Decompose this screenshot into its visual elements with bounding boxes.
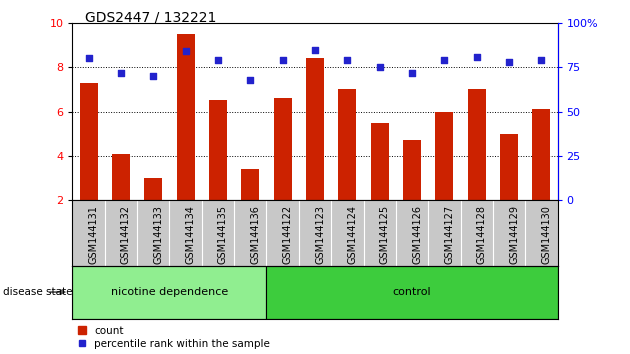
Point: [472, 54, 482, 59]
Bar: [266, 266, 558, 319]
Bar: [371, 122, 389, 200]
Bar: [500, 133, 518, 200]
Bar: [532, 109, 550, 200]
Bar: [274, 98, 292, 200]
Bar: [435, 112, 453, 200]
Point: [84, 56, 94, 61]
Legend: count, percentile rank within the sample: count, percentile rank within the sample: [77, 326, 270, 349]
Bar: [72, 266, 266, 319]
Point: [213, 57, 223, 63]
Text: GSM144129: GSM144129: [509, 205, 519, 264]
Point: [278, 57, 288, 63]
Point: [407, 70, 417, 75]
Bar: [241, 169, 259, 200]
Point: [536, 57, 546, 63]
Text: nicotine dependence: nicotine dependence: [111, 287, 228, 297]
Text: control: control: [392, 287, 432, 297]
Point: [245, 77, 255, 82]
Text: GSM144132: GSM144132: [121, 205, 131, 264]
Point: [342, 57, 352, 63]
Bar: [468, 89, 486, 200]
Text: GSM144131: GSM144131: [89, 205, 99, 264]
Text: GSM144125: GSM144125: [380, 205, 390, 264]
Text: GSM144133: GSM144133: [153, 205, 163, 264]
Text: GDS2447 / 132221: GDS2447 / 132221: [85, 11, 217, 25]
Point: [148, 73, 158, 79]
Bar: [144, 178, 162, 200]
Bar: [80, 83, 98, 200]
Point: [504, 59, 514, 65]
Bar: [209, 101, 227, 200]
Text: GSM144128: GSM144128: [477, 205, 487, 264]
Text: GSM144136: GSM144136: [250, 205, 260, 264]
Bar: [403, 140, 421, 200]
Text: GSM144127: GSM144127: [444, 205, 454, 264]
Point: [439, 57, 449, 63]
Text: disease state: disease state: [3, 287, 72, 297]
Bar: [177, 34, 195, 200]
Point: [375, 64, 385, 70]
Text: GSM144126: GSM144126: [412, 205, 422, 264]
Bar: [112, 154, 130, 200]
Text: GSM144135: GSM144135: [218, 205, 228, 264]
Point: [181, 48, 191, 54]
Text: GSM144122: GSM144122: [283, 205, 293, 264]
Text: GSM144134: GSM144134: [186, 205, 196, 264]
Point: [116, 70, 126, 75]
Text: GSM144130: GSM144130: [541, 205, 551, 264]
Point: [310, 47, 320, 52]
Text: GSM144123: GSM144123: [315, 205, 325, 264]
Bar: [306, 58, 324, 200]
Text: GSM144124: GSM144124: [347, 205, 357, 264]
Bar: [338, 89, 356, 200]
